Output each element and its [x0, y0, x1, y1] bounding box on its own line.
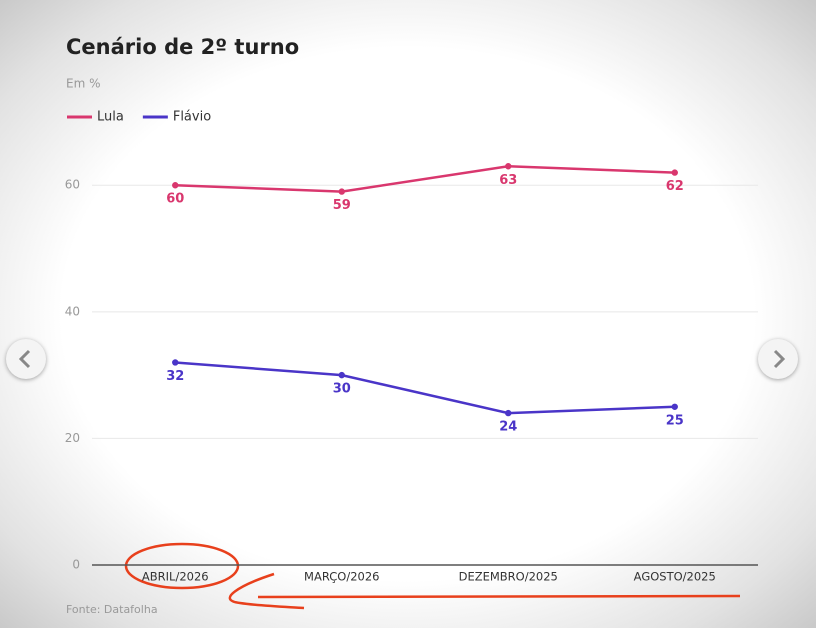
next-button[interactable]	[758, 339, 798, 379]
annotation-circle	[124, 542, 240, 590]
legend-label: Lula	[97, 110, 124, 125]
data-label: 59	[333, 198, 351, 213]
y-tick-label: 0	[72, 558, 80, 572]
prev-icon	[18, 349, 31, 369]
source: Fonte: Datafolha	[66, 603, 158, 616]
annotation-line	[257, 594, 741, 599]
legend-label: Flávio	[173, 110, 211, 125]
prev-button[interactable]	[6, 339, 46, 379]
chart-title: Cenário de 2º turno	[66, 35, 299, 59]
series-line	[175, 165, 675, 193]
annotation-arrow	[228, 572, 305, 610]
x-tick-label: DEZEMBRO/2025	[459, 570, 558, 584]
x-tick-label: AGOSTO/2025	[634, 570, 716, 584]
data-label: 25	[666, 413, 684, 428]
x-tick-label: MARÇO/2026	[304, 570, 379, 584]
point	[338, 188, 345, 195]
series-line	[175, 361, 675, 415]
data-label: 60	[166, 192, 184, 207]
point	[505, 409, 512, 417]
data-label: 63	[499, 173, 517, 188]
point	[172, 182, 179, 189]
chart-subtitle: Em %	[66, 77, 101, 91]
point	[505, 163, 512, 170]
y-tick-label: 20	[65, 431, 80, 445]
data-label: 62	[666, 179, 684, 194]
legend: Lula Flávio	[67, 110, 211, 125]
point	[671, 403, 678, 410]
x-tick-label: ABRIL/2026	[142, 570, 209, 584]
next-icon	[773, 349, 786, 369]
point	[338, 371, 345, 379]
y-tick-label: 40	[65, 304, 80, 318]
point	[671, 169, 678, 176]
point	[172, 359, 179, 366]
data-label: 32	[166, 369, 184, 384]
y-tick-label: 60	[65, 178, 80, 192]
data-label: 30	[333, 382, 351, 397]
data-label: 24	[499, 420, 517, 435]
